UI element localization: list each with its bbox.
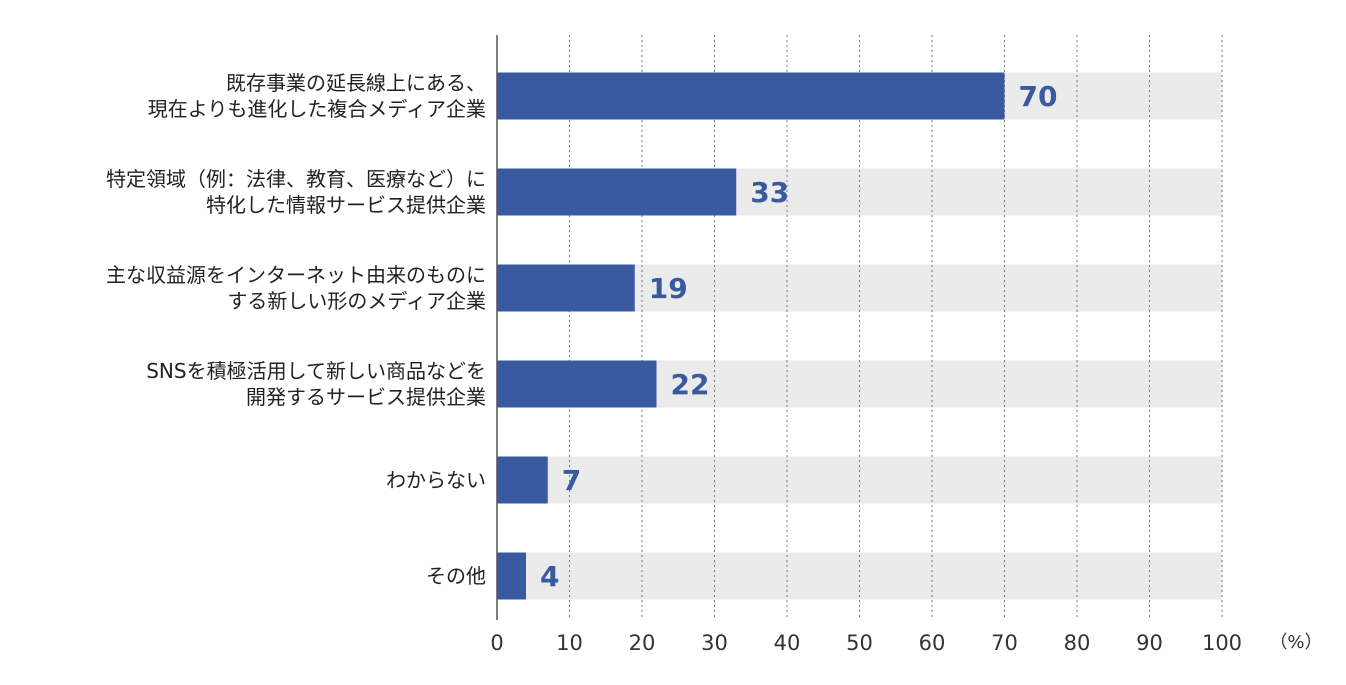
- category-label: わからない: [386, 468, 486, 492]
- x-tick-label: 40: [774, 631, 801, 655]
- x-tick-label: 90: [1136, 631, 1163, 655]
- category-label: SNSを積極活用して新しい商品などを: [146, 359, 486, 383]
- value-label: 22: [671, 368, 710, 401]
- x-tick-label: 70: [991, 631, 1018, 655]
- category-label: その他: [426, 564, 486, 588]
- category-label: 開発するサービス提供企業: [246, 385, 486, 409]
- category-label: 特定領域（例：法律、教育、医療など）に: [106, 167, 486, 191]
- value-label: 19: [649, 272, 688, 305]
- bar: [497, 360, 657, 408]
- x-tick-label: 0: [490, 631, 503, 655]
- x-tick-label: 100: [1202, 631, 1242, 655]
- bar: [497, 552, 526, 600]
- value-label: 70: [1019, 80, 1058, 113]
- value-label: 4: [540, 560, 559, 593]
- bar: [497, 72, 1005, 120]
- x-tick-label: 50: [846, 631, 873, 655]
- bar: [497, 168, 737, 216]
- x-tick-label: 20: [629, 631, 656, 655]
- category-label: 既存事業の延長線上にある、: [226, 71, 486, 95]
- unit-label: （%）: [1269, 632, 1322, 653]
- category-label: する新しい形のメディア企業: [227, 289, 486, 313]
- category-label: 主な収益源をインターネット由来のものに: [106, 263, 486, 287]
- bar: [497, 264, 635, 312]
- x-tick-label: 80: [1064, 631, 1091, 655]
- x-tick-label: 30: [701, 631, 728, 655]
- x-tick-label: 10: [556, 631, 583, 655]
- bar: [497, 456, 548, 504]
- value-label: 33: [750, 176, 789, 209]
- category-label: 特化した情報サービス提供企業: [206, 193, 486, 217]
- category-label: 現在よりも進化した複合メディア企業: [148, 97, 486, 121]
- value-label: 7: [562, 464, 581, 497]
- x-tick-label: 60: [919, 631, 946, 655]
